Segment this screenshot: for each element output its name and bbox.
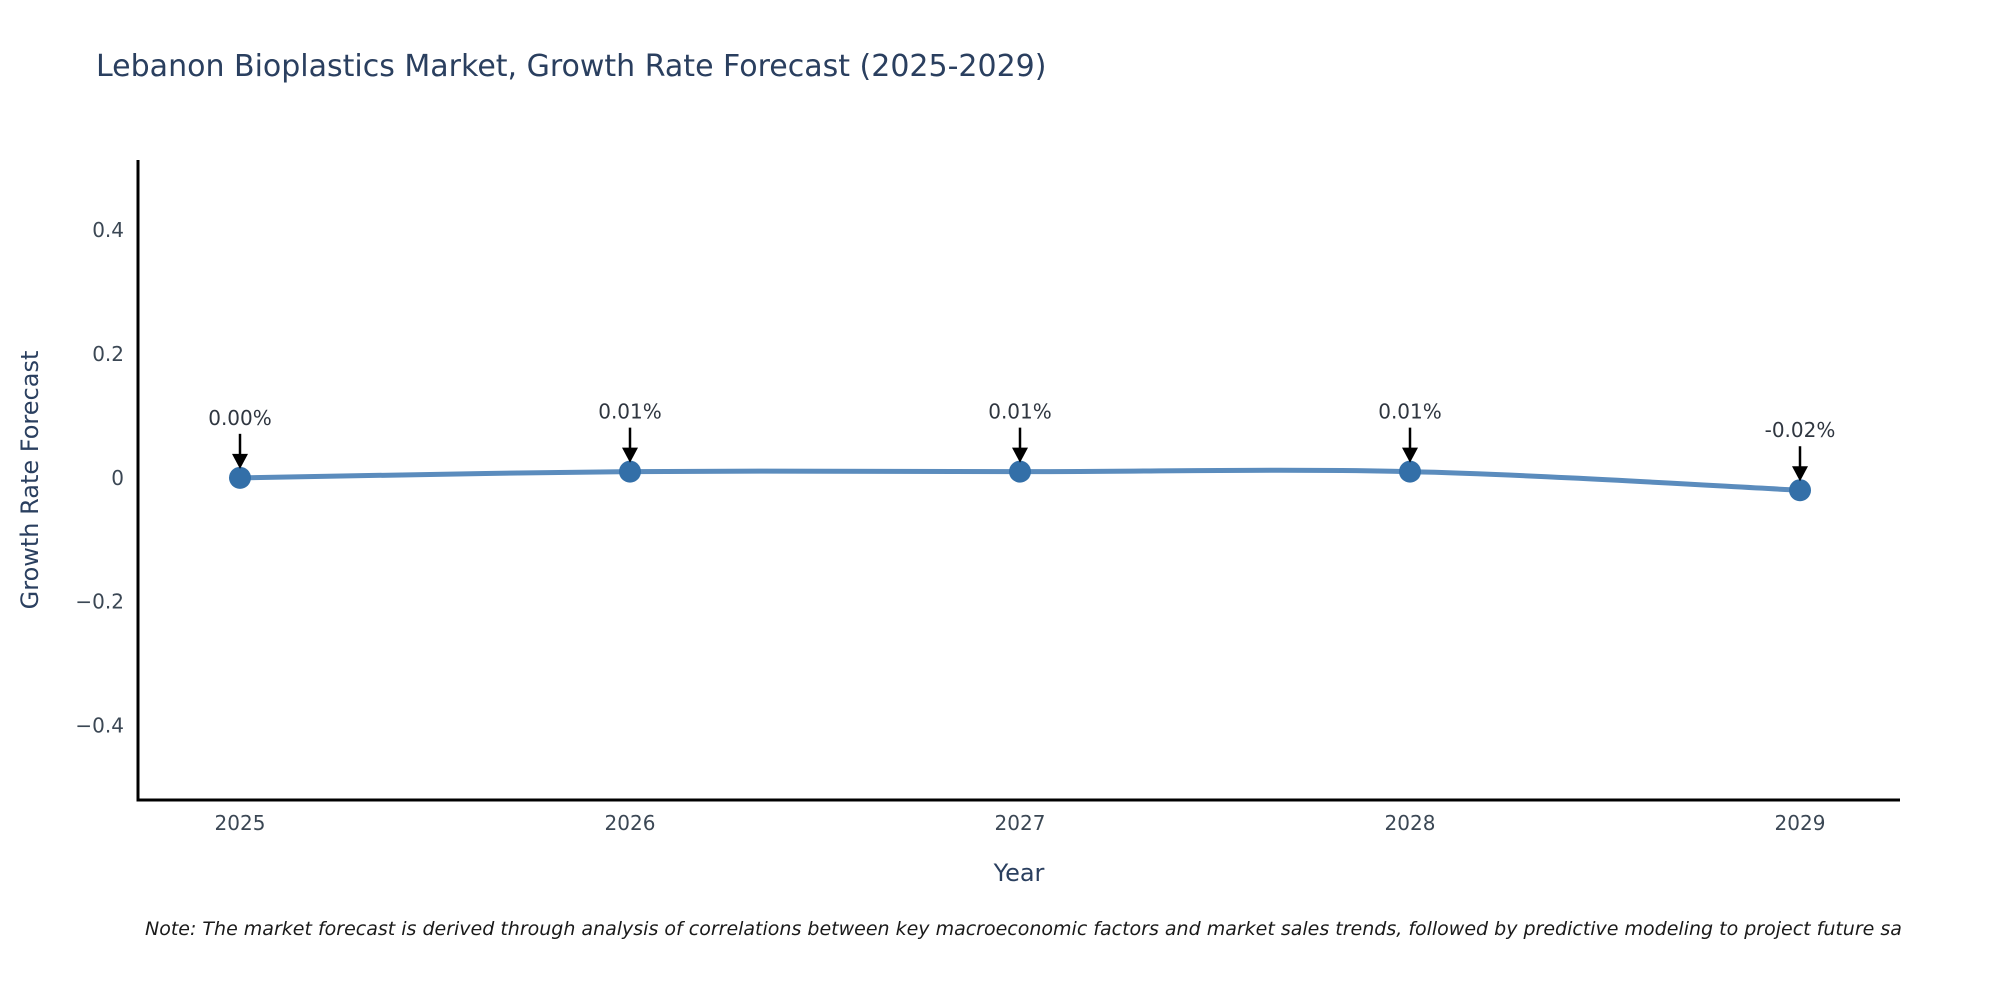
y-tick-label: 0.4 (92, 218, 124, 242)
data-point-marker (1399, 460, 1421, 483)
annotation-label: 0.01% (988, 400, 1052, 424)
annotation-label: 0.01% (598, 400, 662, 424)
x-tick-label: 2027 (995, 811, 1046, 835)
x-tick-label: 2028 (1385, 811, 1436, 835)
footnote: Note: The market forecast is derived thr… (145, 918, 1902, 940)
y-tick-label: −0.2 (75, 590, 124, 614)
data-point-marker (1789, 479, 1811, 502)
y-tick-label: 0 (111, 466, 124, 490)
annotation-arrowhead-icon (1792, 466, 1808, 482)
annotation-label: 0.01% (1378, 400, 1442, 424)
annotation-arrowhead-icon (1012, 447, 1028, 463)
y-tick-label: 0.2 (92, 342, 124, 366)
x-tick-label: 2029 (1775, 811, 1826, 835)
data-point-marker (1009, 460, 1031, 483)
annotation-label: 0.00% (208, 406, 272, 430)
y-tick-label: −0.4 (75, 714, 124, 738)
annotation-arrowhead-icon (622, 447, 638, 463)
annotation-arrowhead-icon (232, 453, 248, 469)
x-axis-title: Year (993, 859, 1045, 887)
annotation-arrowhead-icon (1402, 447, 1418, 463)
data-point-marker (619, 460, 641, 483)
x-tick-label: 2026 (605, 811, 656, 835)
x-tick-label: 2025 (215, 811, 266, 835)
annotation-label: -0.02% (1765, 418, 1836, 442)
data-point-marker (229, 466, 251, 489)
chart-title: Lebanon Bioplastics Market, Growth Rate … (96, 49, 1047, 84)
